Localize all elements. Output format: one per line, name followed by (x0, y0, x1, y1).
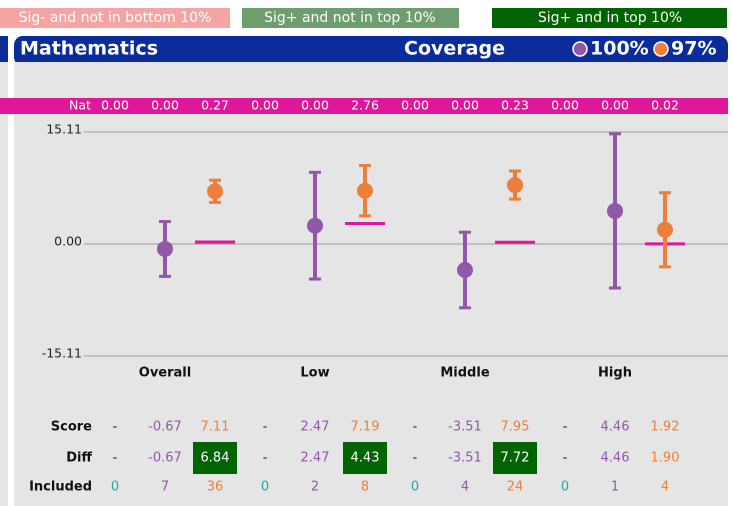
table-cell: 1.92 (651, 420, 680, 435)
table-cell: 2 (311, 480, 319, 495)
table-cell: 1.90 (651, 451, 680, 466)
table-cell: 7.19 (351, 420, 380, 435)
y-tick-label: 0.00 (54, 234, 82, 249)
table-cell: -0.67 (148, 451, 182, 466)
legend-label: 100% (590, 38, 649, 60)
y-tick-label: -15.11 (42, 346, 82, 361)
table-cell: 7 (161, 480, 169, 495)
category-label: Middle (440, 366, 489, 381)
nat-value: 0.00 (451, 98, 479, 113)
nat-value: 0.02 (651, 98, 679, 113)
table-cell: - (563, 420, 568, 435)
table-cell: -3.51 (448, 451, 482, 466)
table-cell: 4.46 (601, 451, 630, 466)
row-label: Score (51, 420, 92, 435)
table-cell: 4.46 (601, 420, 630, 435)
legend-label: 97% (671, 38, 716, 60)
highlight-box (493, 442, 537, 474)
table-cell: -3.51 (448, 420, 482, 435)
row-label: Included (29, 480, 92, 495)
row-label: Diff (66, 451, 92, 466)
y-tick-label: 15.11 (46, 122, 82, 137)
point (607, 202, 623, 219)
nat-bar (0, 98, 728, 114)
point (157, 240, 173, 257)
header-title: Mathematics (20, 38, 158, 60)
table-cell: 0 (111, 480, 119, 495)
table-cell: 2.47 (301, 420, 330, 435)
table-cell: 7.11 (201, 420, 230, 435)
table-cell: 6.84 (201, 451, 230, 466)
table-cell: - (413, 451, 418, 466)
category-label: Low (300, 366, 329, 381)
header-bar (14, 36, 728, 66)
table-cell: - (113, 420, 118, 435)
nat-label: Nat (69, 98, 91, 113)
legend-box (492, 8, 727, 28)
table-cell: - (263, 420, 268, 435)
nat-value: 0.00 (151, 98, 179, 113)
legend-text: Sig+ and in top 10% (538, 10, 682, 26)
table-cell: 4 (661, 480, 669, 495)
table-cell: 0 (561, 480, 569, 495)
table-cell: 7.95 (501, 420, 530, 435)
table-cell: - (113, 451, 118, 466)
legend-marker (653, 41, 669, 57)
category-label: Overall (139, 366, 191, 381)
point (457, 262, 473, 279)
nat-value: 0.00 (601, 98, 629, 113)
table-cell: 1 (611, 480, 619, 495)
point (507, 177, 523, 194)
nat-value: 0.00 (301, 98, 329, 113)
legend-box (0, 8, 230, 28)
table-cell: - (413, 420, 418, 435)
table-cell: 4.43 (351, 451, 380, 466)
table-cell: 7.72 (501, 451, 530, 466)
table-cell: 24 (507, 480, 524, 495)
legend-text: Sig+ and not in top 10% (264, 10, 436, 26)
nat-value: 2.76 (351, 98, 379, 113)
nat-value: 0.00 (101, 98, 129, 113)
nat-value: 0.00 (551, 98, 579, 113)
table-cell: 2.47 (301, 451, 330, 466)
legend-title: Coverage (404, 38, 505, 60)
table-cell: - (563, 451, 568, 466)
point (307, 217, 323, 234)
legend-text: Sig- and not in bottom 10% (19, 10, 212, 26)
legend-marker (572, 41, 588, 57)
nat-value: 0.00 (401, 98, 429, 113)
table-cell: 8 (361, 480, 369, 495)
table-cell: 0 (261, 480, 269, 495)
point (207, 183, 223, 200)
panel (14, 62, 728, 506)
legend-box (242, 8, 459, 28)
nat-value: 0.23 (501, 98, 529, 113)
point (657, 221, 673, 238)
table-cell: 36 (207, 480, 224, 495)
highlight-box (343, 442, 387, 474)
nat-value: 0.00 (251, 98, 279, 113)
nat-value: 0.27 (201, 98, 229, 113)
point (357, 182, 373, 199)
table-cell: -0.67 (148, 420, 182, 435)
table-cell: 0 (411, 480, 419, 495)
side-panel (0, 62, 8, 506)
highlight-box (193, 442, 237, 474)
table-cell: - (263, 451, 268, 466)
side-panel (0, 36, 8, 62)
category-label: High (598, 366, 632, 381)
table-cell: 4 (461, 480, 469, 495)
